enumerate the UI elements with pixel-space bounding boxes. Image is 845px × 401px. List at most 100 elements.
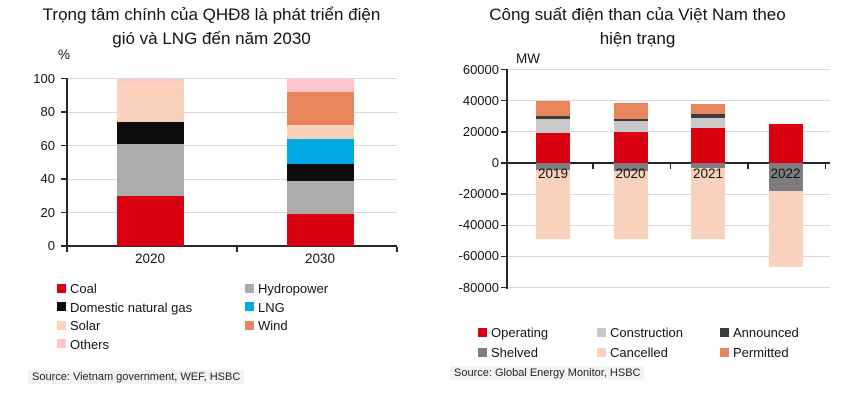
legend-label-announced: Announced <box>733 325 799 340</box>
y-axis-tick-mark <box>61 178 67 180</box>
bar-segment-operating <box>691 127 725 163</box>
chart-title-line-2: gió và LNG đến năm 2030 <box>112 29 311 48</box>
y-axis-tick-label: 60000 <box>462 61 499 77</box>
bar-segment-solar <box>286 125 354 139</box>
legend-label-construction: Construction <box>610 325 683 340</box>
bar-segment-solar <box>116 81 184 123</box>
legend-swatch-coal <box>57 283 66 293</box>
bar-segment-shelved <box>768 163 803 192</box>
x-axis-zero-line <box>67 245 397 247</box>
category-label: 2022 <box>770 166 801 181</box>
y-axis-tick-mark <box>501 224 507 227</box>
source-note: Source: Global Energy Monitor, HSBC <box>450 366 645 380</box>
bar-segment-construction <box>613 120 648 132</box>
y-axis-tick-label: 0 <box>47 238 55 253</box>
legend-swatch-wind <box>245 320 254 330</box>
category-label: 2020 <box>134 251 166 266</box>
bar-segment-announced <box>613 118 648 121</box>
y-axis-tick-mark <box>61 111 67 113</box>
bar-segment-announced <box>536 116 570 120</box>
bar-segment-shelved <box>613 163 648 171</box>
x-axis-tick-mark <box>824 164 827 169</box>
x-axis-tick-mark <box>506 164 508 169</box>
x-axis-tick-mark <box>747 164 749 169</box>
bar-segment-domestic-natural-gas <box>116 122 184 144</box>
bar-segment-permitted <box>536 100 570 117</box>
legend-swatch-shelved <box>478 347 487 357</box>
legend-swatch-cancelled <box>597 347 606 357</box>
category-label: 2020 <box>615 166 646 181</box>
bar-segment-construction <box>691 117 725 128</box>
bar-segment-coal <box>286 214 354 246</box>
x-axis-tick-mark <box>66 247 68 252</box>
y-axis-tick-mark <box>501 99 507 102</box>
gridline <box>67 78 397 79</box>
y-axis-tick-label: 40000 <box>462 92 499 108</box>
y-axis-tick-label: 40 <box>40 171 55 186</box>
y-axis-tick-mark <box>61 144 67 147</box>
category-label: 2019 <box>537 166 569 181</box>
bar-segment-domestic-natural-gas <box>286 163 354 181</box>
y-axis-tick-label: 20 <box>40 204 55 220</box>
bar-segment-permitted <box>613 103 648 119</box>
y-axis-tick-label: -20000 <box>458 186 499 202</box>
x-axis-tick-mark <box>592 164 594 169</box>
legend-label-coal: Coal <box>70 281 97 296</box>
y-axis-tick-label: -40000 <box>458 217 499 233</box>
y-axis-tick-label: 60 <box>40 137 55 153</box>
legend-label-permitted: Permitted <box>733 345 789 360</box>
legend-label-shelved: Shelved <box>491 345 538 360</box>
gridline <box>507 131 830 133</box>
y-axis-tick-label: 80 <box>40 104 55 119</box>
legend-swatch-lng <box>245 302 254 311</box>
y-axis-line <box>66 77 68 247</box>
bar-segment-operating <box>613 131 648 163</box>
bar-segment-operating <box>536 132 570 163</box>
bar-segment-announced <box>691 113 725 118</box>
category-label: 2030 <box>304 251 336 266</box>
bar-segment-hydropower <box>116 143 184 196</box>
y-axis-tick-mark <box>501 131 507 133</box>
gridline <box>67 111 397 113</box>
bar-segment-cancelled <box>691 168 725 240</box>
legend-label-wind: Wind <box>258 318 288 333</box>
bar-segment-others <box>286 78 354 92</box>
chart-title: Trọng tâm chính của QHĐ8 là phát triển đ… <box>0 3 423 51</box>
x-axis-zero-line <box>507 162 830 164</box>
bar-segment-shelved <box>536 163 570 170</box>
gridline <box>67 145 397 146</box>
y-axis-tick-mark <box>61 245 67 247</box>
gridline <box>507 287 830 289</box>
y-axis-unit-label: % <box>57 47 70 62</box>
legend-label-cancelled: Cancelled <box>610 345 668 360</box>
bar-segment-cancelled <box>768 191 803 268</box>
y-axis-tick-mark <box>61 77 67 80</box>
bar-segment-cancelled <box>613 170 648 240</box>
x-axis-tick-mark <box>396 247 398 252</box>
legend-label-domestic-natural-gas: Domestic natural gas <box>70 299 193 315</box>
legend-swatch-announced <box>720 327 729 337</box>
gridline <box>507 193 830 195</box>
gridline <box>507 100 830 102</box>
y-axis-tick-mark <box>501 68 507 71</box>
source-note: Source: Vietnam government, WEF, HSBC <box>28 370 245 384</box>
bar-segment-operating <box>768 124 803 163</box>
legend-label-operating: Operating <box>491 325 549 340</box>
legend-swatch-permitted <box>720 347 729 357</box>
legend-label-hydropower: Hydropower <box>258 281 329 296</box>
category-label: 2021 <box>692 166 724 181</box>
bar-segment-construction <box>536 119 570 133</box>
y-axis-line <box>506 68 508 289</box>
x-axis-tick-mark <box>669 164 672 169</box>
legend-swatch-operating <box>478 327 487 337</box>
y-axis-tick-label: 20000 <box>462 123 499 139</box>
bar-segment-shelved <box>691 163 725 169</box>
legend-label-solar: Solar <box>70 318 101 333</box>
bar-segment-wind <box>286 91 354 126</box>
y-axis-tick-label: 0 <box>491 155 499 170</box>
y-axis-tick-mark <box>501 255 507 258</box>
y-axis-tick-mark <box>61 211 67 214</box>
